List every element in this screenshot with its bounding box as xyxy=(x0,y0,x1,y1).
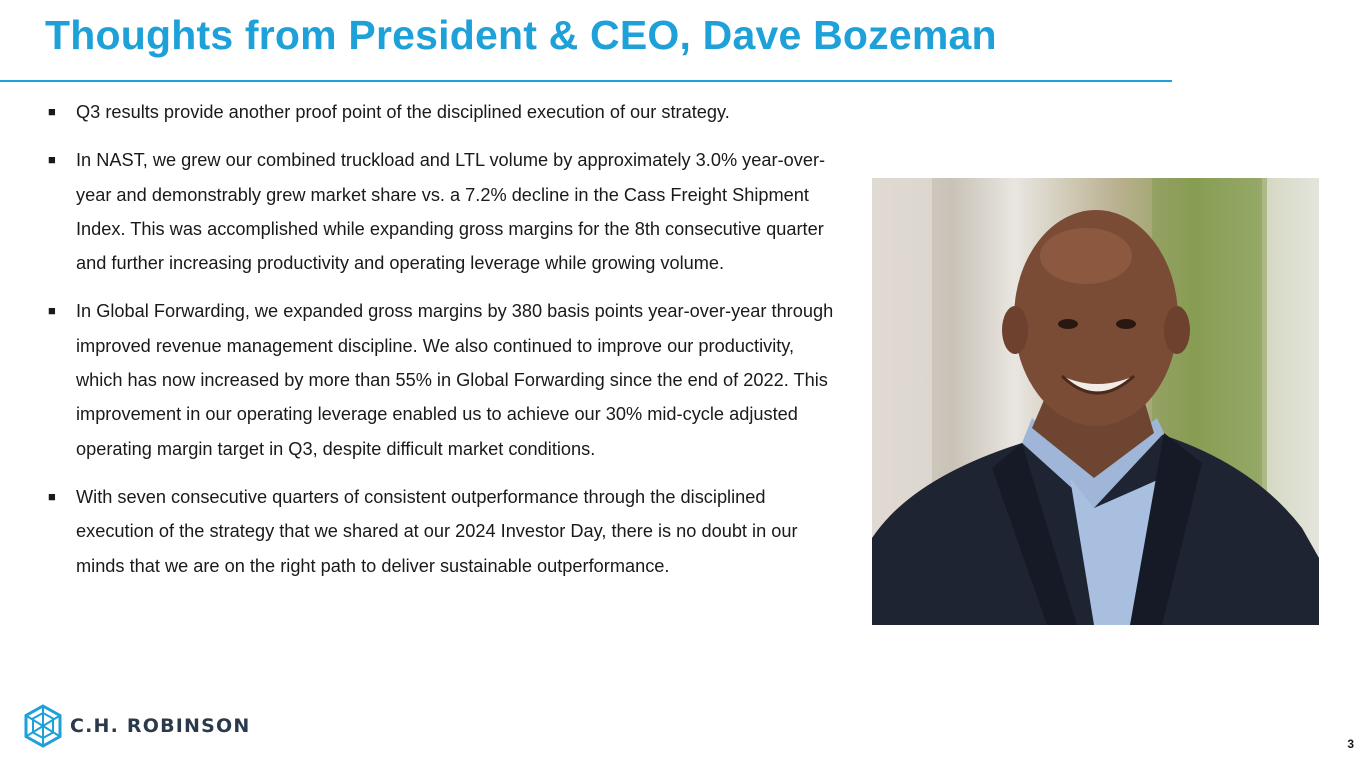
bullet-text: In NAST, we grew our combined truckload … xyxy=(76,150,826,274)
bullet-text: Q3 results provide another proof point o… xyxy=(76,102,730,122)
portrait-illustration xyxy=(872,178,1319,625)
page-title: Thoughts from President & CEO, Dave Boze… xyxy=(45,12,997,58)
bullet-marker-icon: ■ xyxy=(48,104,56,119)
bullet-list: ■ Q3 results provide another proof point… xyxy=(48,95,838,597)
list-item: ■ With seven consecutive quarters of con… xyxy=(48,480,838,583)
bullet-text: With seven consecutive quarters of consi… xyxy=(76,486,798,576)
bullet-marker-icon: ■ xyxy=(48,303,56,319)
list-item: ■ In NAST, we grew our combined truckloa… xyxy=(48,143,838,280)
bullet-marker-icon: ■ xyxy=(48,488,56,504)
bullet-text: In Global Forwarding, we expanded gross … xyxy=(76,301,834,459)
list-item: ■ In Global Forwarding, we expanded gros… xyxy=(48,294,838,465)
ch-robinson-cube-icon xyxy=(24,704,62,748)
company-logo: C.H. ROBINSON xyxy=(24,704,250,748)
bullet-marker-icon: ■ xyxy=(48,152,56,168)
logo-wordmark: C.H. ROBINSON xyxy=(70,715,251,737)
list-item: ■ Q3 results provide another proof point… xyxy=(48,95,838,129)
title-divider xyxy=(0,80,1172,82)
ceo-portrait-photo xyxy=(872,178,1319,625)
page-number: 3 xyxy=(1347,737,1354,751)
